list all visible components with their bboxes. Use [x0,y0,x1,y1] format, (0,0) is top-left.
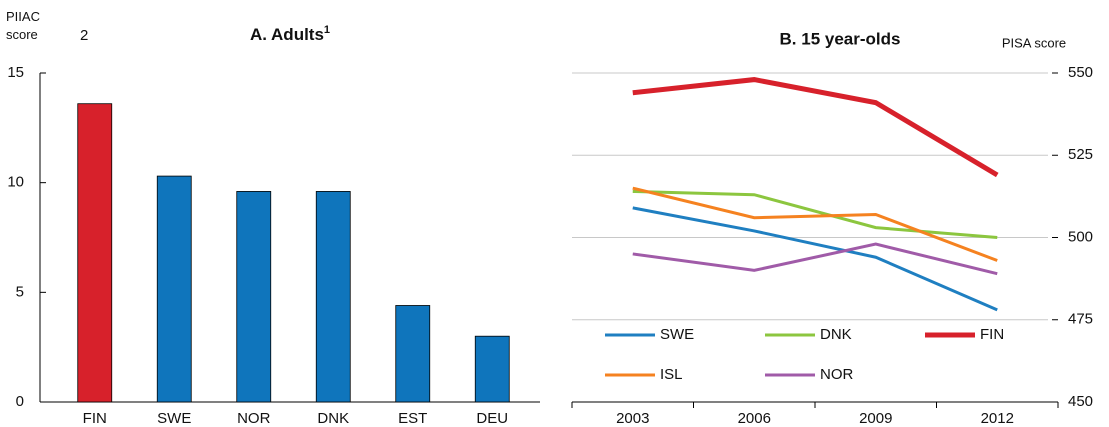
bar [474,335,510,403]
line [632,206,998,312]
legend-label: SWE [660,326,694,343]
x-tick-label: EST [398,410,427,427]
bar [77,103,113,403]
x-tick-label: NOR [237,410,271,427]
line [632,242,998,276]
chart-title: A. Adults1 [250,24,330,45]
bar [395,305,431,403]
x-tick-label: FIN [83,410,107,427]
bar [236,191,272,403]
x-tick-label: DEU [476,410,508,427]
legend-label: FIN [980,326,1004,343]
y-tick-label: 15 [7,64,24,81]
y-tick-label: 475 [1068,311,1093,328]
y-tick-label: 450 [1068,393,1093,410]
x-tick-label: 2003 [616,410,649,427]
chart-title: B. 15 year-olds [780,29,901,48]
line [632,186,998,262]
y-tick-label: 550 [1068,64,1093,81]
y-tick-label: 0 [16,393,24,410]
y-tick-label: 500 [1068,228,1093,245]
y-tick-label: 5 [16,283,24,300]
y-tick-label: 10 [7,174,24,191]
x-tick-label: 2009 [859,410,892,427]
x-tick-label: SWE [157,410,191,427]
title-note: 1 [324,24,330,36]
title-text: A. Adults [250,25,324,44]
y-axis-label: PIIAC score [6,9,44,42]
legend-label: DNK [820,326,852,343]
y-tick-label: 525 [1068,146,1093,163]
x-tick-label: DNK [317,410,349,427]
line [632,189,998,239]
bar [315,191,351,403]
line [632,77,999,178]
legend-label: ISL [660,366,683,383]
bar [156,175,192,403]
x-tick-label: 2012 [981,410,1014,427]
legend-label: NOR [820,366,854,383]
y-axis-note: 2 [80,27,88,44]
y-axis-label: PISA score [1002,35,1066,50]
x-tick-label: 2006 [738,410,771,427]
